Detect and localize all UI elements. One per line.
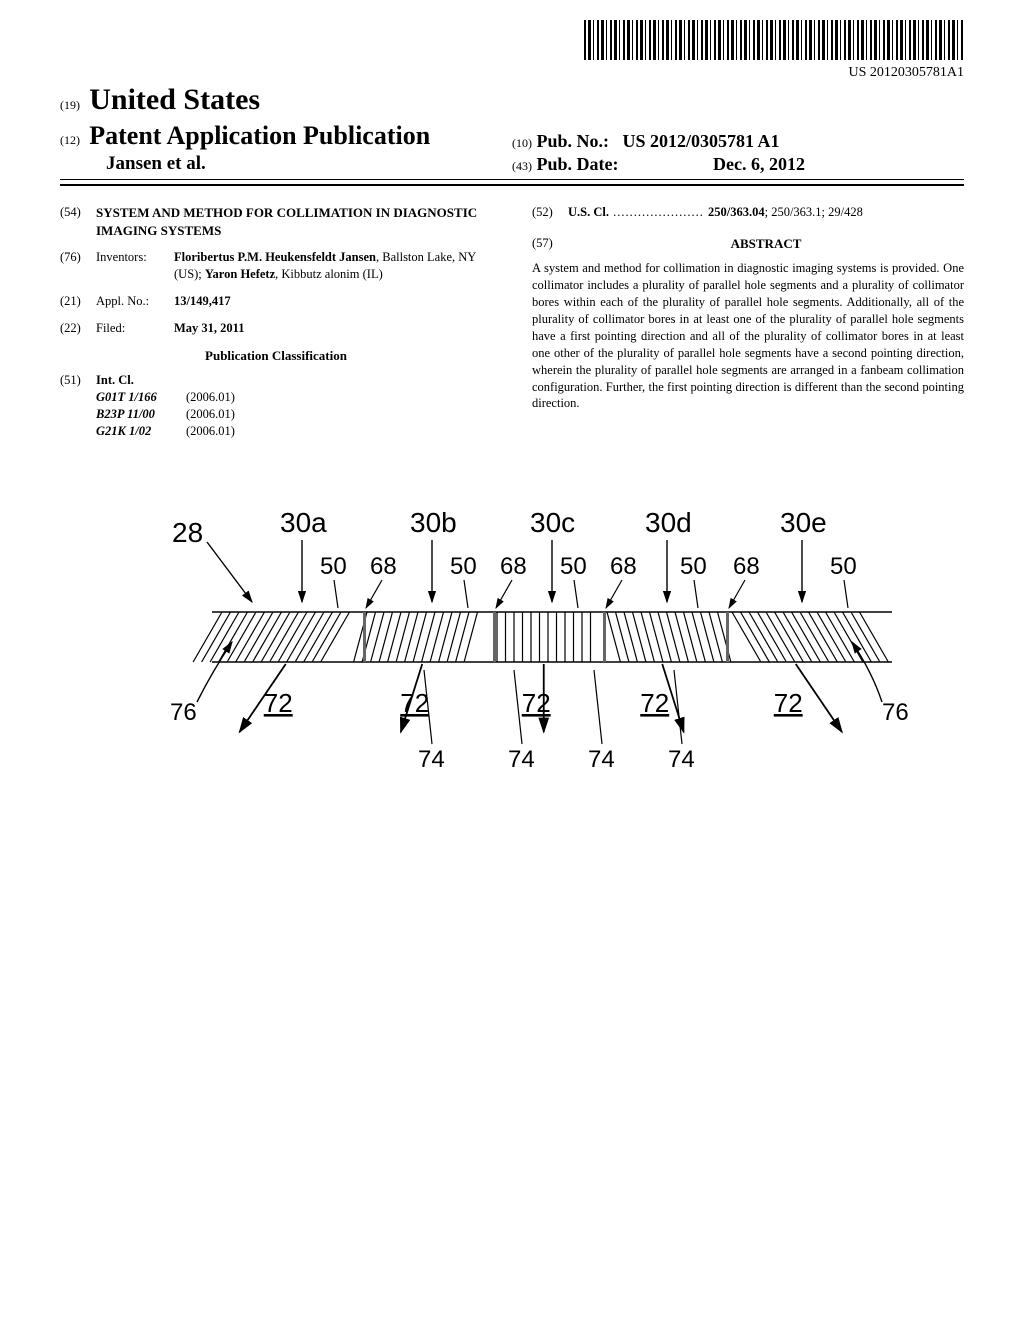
inventors-label: Inventors: [96, 249, 174, 283]
inid-12: (12) [60, 133, 80, 147]
header-line-1: (19) United States [60, 83, 964, 117]
appl-row: (21) Appl. No.: 13/149,417 [60, 293, 492, 310]
biblio: (54) SYSTEM AND METHOD FOR COLLIMATION I… [60, 204, 964, 442]
title: SYSTEM AND METHOD FOR COLLIMATION IN DIA… [96, 204, 492, 239]
dots [609, 205, 708, 219]
abstract-head: ABSTRACT [568, 235, 964, 253]
svg-text:76: 76 [882, 699, 909, 726]
collimator-figure: 2830a30b30c30d30e50505050506868686872727… [102, 502, 922, 782]
biblio-left: (54) SYSTEM AND METHOD FOR COLLIMATION I… [60, 204, 492, 442]
svg-text:50: 50 [830, 553, 857, 580]
svg-text:72: 72 [640, 688, 669, 718]
uscl-val: U.S. Cl. 250/363.04; 250/363.1; 29/428 [568, 204, 964, 221]
inid-52: (52) [532, 204, 568, 221]
inid-19: (19) [60, 98, 80, 112]
inventors-row: (76) Inventors: Floribertus P.M. Heukens… [60, 249, 492, 283]
svg-text:50: 50 [320, 553, 347, 580]
classif-head: Publication Classification [60, 347, 492, 365]
intcl-label: Int. Cl. [96, 372, 492, 389]
svg-text:50: 50 [450, 553, 477, 580]
country: United States [89, 83, 260, 116]
svg-text:72: 72 [400, 688, 429, 718]
header-left: (12) Patent Application Publication Jans… [60, 121, 512, 175]
uscl-row: (52) U.S. Cl. 250/363.04; 250/363.1; 29/4… [532, 204, 964, 221]
inventor-2-loc: , Kibbutz alonim (IL) [275, 267, 383, 281]
barcode-number: US 20120305781A1 [60, 65, 964, 81]
pub-date-label: Pub. Date: [537, 154, 619, 174]
svg-text:74: 74 [588, 746, 615, 773]
svg-text:30e: 30e [780, 507, 827, 538]
abstract-body: A system and method for collimation in d… [532, 260, 964, 412]
filed-label: Filed: [96, 320, 174, 337]
uscl-main: 250/363.04 [708, 205, 765, 219]
intcl-ver: (2006.01) [186, 423, 235, 440]
svg-text:68: 68 [733, 553, 760, 580]
intcl-list: G01T 1/166(2006.01)B23P 11/00(2006.01)G2… [96, 389, 492, 440]
patent-page: US 20120305781A1 (19) United States (12)… [0, 0, 1024, 826]
intcl-code: G01T 1/166 [96, 389, 186, 406]
figure-wrap: 2830a30b30c30d30e50505050506868686872727… [60, 502, 964, 786]
inventors-val: Floribertus P.M. Heukensfeldt Jansen, Ba… [174, 249, 492, 283]
inid-22: (22) [60, 320, 96, 337]
svg-text:72: 72 [522, 688, 551, 718]
intcl-ver: (2006.01) [186, 406, 235, 423]
pub-date-line: (43) Pub. Date: Dec. 6, 2012 [512, 154, 964, 175]
inid-51: (51) [60, 372, 96, 440]
inid-57: (57) [532, 235, 568, 257]
abstract-head-row: (57) ABSTRACT [532, 235, 964, 257]
inventor-2-name: Yaron Hefetz [205, 267, 275, 281]
svg-text:68: 68 [500, 553, 527, 580]
svg-text:74: 74 [418, 746, 445, 773]
pub-no-line: (10) Pub. No.: US 2012/0305781 A1 [512, 131, 964, 152]
intcl-row: (51) Int. Cl. G01T 1/166(2006.01)B23P 11… [60, 372, 492, 440]
uscl-label: U.S. Cl. [568, 205, 609, 219]
inid-10: (10) [512, 136, 532, 150]
intcl-item: G21K 1/02(2006.01) [96, 423, 492, 440]
filed-row: (22) Filed: May 31, 2011 [60, 320, 492, 337]
uscl-rest: ; 250/363.1; 29/428 [765, 205, 863, 219]
intcl-block: Int. Cl. G01T 1/166(2006.01)B23P 11/00(2… [96, 372, 492, 440]
rule-thin [60, 179, 964, 180]
intcl-code: B23P 11/00 [96, 406, 186, 423]
svg-text:76: 76 [170, 699, 197, 726]
svg-text:30c: 30c [530, 507, 575, 538]
svg-text:72: 72 [774, 688, 803, 718]
biblio-right: (52) U.S. Cl. 250/363.04; 250/363.1; 29/4… [532, 204, 964, 442]
svg-text:30d: 30d [645, 507, 692, 538]
svg-text:50: 50 [680, 553, 707, 580]
svg-text:68: 68 [370, 553, 397, 580]
header-right: (10) Pub. No.: US 2012/0305781 A1 (43) P… [512, 131, 964, 175]
barcode-row: US 20120305781A1 [60, 20, 964, 81]
inventor-1-name: Floribertus P.M. Heukensfeldt Jansen [174, 250, 376, 264]
authors-line: Jansen et al. [106, 153, 512, 175]
rule-thick [60, 184, 964, 186]
svg-text:50: 50 [560, 553, 587, 580]
intcl-code: G21K 1/02 [96, 423, 186, 440]
barcode-graphic [584, 20, 964, 60]
pub-type: Patent Application Publication [89, 121, 430, 150]
header-row: (12) Patent Application Publication Jans… [60, 121, 964, 175]
intcl-item: B23P 11/00(2006.01) [96, 406, 492, 423]
inid-43: (43) [512, 159, 532, 173]
pub-no-label: Pub. No.: [537, 131, 610, 151]
svg-text:28: 28 [172, 517, 203, 548]
svg-text:30b: 30b [410, 507, 457, 538]
pub-type-line: (12) Patent Application Publication [60, 121, 512, 151]
appl-no: 13/149,417 [174, 293, 492, 310]
svg-text:74: 74 [508, 746, 535, 773]
intcl-ver: (2006.01) [186, 389, 235, 406]
inid-76: (76) [60, 249, 96, 283]
pub-no: US 2012/0305781 A1 [623, 131, 780, 151]
svg-text:74: 74 [668, 746, 695, 773]
svg-text:30a: 30a [280, 507, 327, 538]
svg-text:68: 68 [610, 553, 637, 580]
intcl-item: G01T 1/166(2006.01) [96, 389, 492, 406]
inid-54: (54) [60, 204, 96, 239]
appl-label: Appl. No.: [96, 293, 174, 310]
svg-text:72: 72 [264, 688, 293, 718]
title-row: (54) SYSTEM AND METHOD FOR COLLIMATION I… [60, 204, 492, 239]
pub-date: Dec. 6, 2012 [713, 154, 805, 175]
inid-21: (21) [60, 293, 96, 310]
filed-date: May 31, 2011 [174, 320, 492, 337]
